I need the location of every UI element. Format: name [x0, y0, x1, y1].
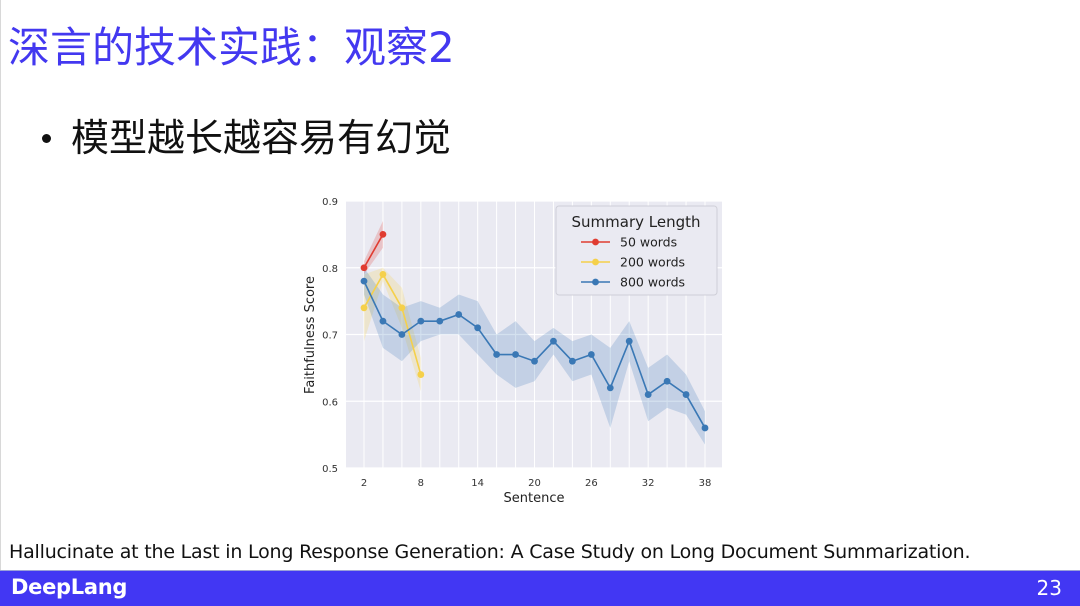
data-point: [663, 377, 671, 385]
series-line: [363, 233, 384, 269]
data-point: [587, 351, 595, 358]
data-point: [360, 264, 368, 272]
x-tick-label: 26: [585, 478, 598, 489]
bullet-text: 模型越长越容易有幻觉: [71, 116, 452, 160]
data-point: [455, 311, 463, 318]
data-point: [436, 317, 444, 325]
faithfulness-chart: 0.5 0.6 0.7 0.8 0.9 2 8 14 20 26 32 38 Sentence Fai…: [303, 197, 722, 506]
x-tick-label: 14: [471, 478, 484, 489]
x-tick-label: 2: [361, 478, 367, 489]
data-point: [644, 391, 652, 398]
data-point: [417, 317, 425, 325]
data-point: [493, 351, 501, 358]
legend-marker-icon: [592, 238, 599, 246]
x-tick-label: 38: [699, 478, 712, 489]
legend: Summary Length 50 words 200 words 800 word…: [555, 205, 718, 296]
data-point: [625, 337, 633, 345]
data-point: [682, 391, 690, 398]
y-tick-label: 0.5: [322, 464, 338, 475]
data-point: [360, 277, 368, 285]
data-point: [606, 384, 614, 392]
data-point: [568, 357, 576, 365]
grid-lines: [346, 200, 722, 469]
data-point: [701, 424, 709, 432]
axis-ticks: 0.5 0.6 0.7 0.8 0.9 2 8 14 20 26 32 38: [322, 197, 711, 489]
x-tick-label: 32: [642, 478, 655, 489]
data-point: [360, 304, 368, 312]
data-point: [417, 371, 425, 378]
brand-logo-text: DeepLang: [11, 575, 128, 599]
bullet-item: 模型越长越容易有幻觉: [40, 112, 451, 164]
paper-citation: Hallucinate at the Last in Long Response…: [9, 541, 971, 563]
data-point: [550, 337, 557, 345]
data-point: [379, 317, 387, 325]
y-tick-label: 0.6: [322, 397, 338, 408]
data-point: [398, 331, 406, 338]
slide-left-border: [0, 0, 1, 570]
series-line: [363, 272, 422, 375]
data-point: [398, 304, 406, 312]
page-number: 23: [1036, 576, 1062, 600]
legend-entry: 800 words: [620, 275, 685, 290]
y-axis-label: Faithfulness Score: [303, 276, 318, 394]
legend-entry: 50 words: [620, 235, 677, 250]
legend-marker-icon: [592, 278, 599, 286]
legend-box: [555, 205, 718, 296]
ci-band: [364, 221, 383, 275]
x-axis-label: Sentence: [504, 491, 565, 506]
ci-band: [364, 267, 705, 445]
series-lines: [360, 230, 709, 432]
bullet-dot-icon: [42, 133, 51, 143]
data-point: [512, 351, 519, 358]
data-point: [531, 357, 538, 365]
x-tick-label: 8: [418, 478, 424, 489]
slide-title: 深言的技术实践：观察2: [8, 23, 455, 72]
data-point: [474, 324, 482, 332]
y-tick-label: 0.9: [322, 197, 338, 208]
legend-entry: 200 words: [620, 255, 685, 270]
x-tick-label: 20: [528, 478, 541, 489]
data-point: [379, 271, 387, 278]
data-point: [379, 230, 387, 238]
footer-bar: DeepLang 23: [0, 570, 1080, 606]
legend-marker-icon: [592, 258, 599, 266]
y-tick-label: 0.7: [322, 331, 338, 342]
legend-title: Summary Length: [572, 213, 701, 231]
y-tick-label: 0.8: [322, 264, 338, 275]
